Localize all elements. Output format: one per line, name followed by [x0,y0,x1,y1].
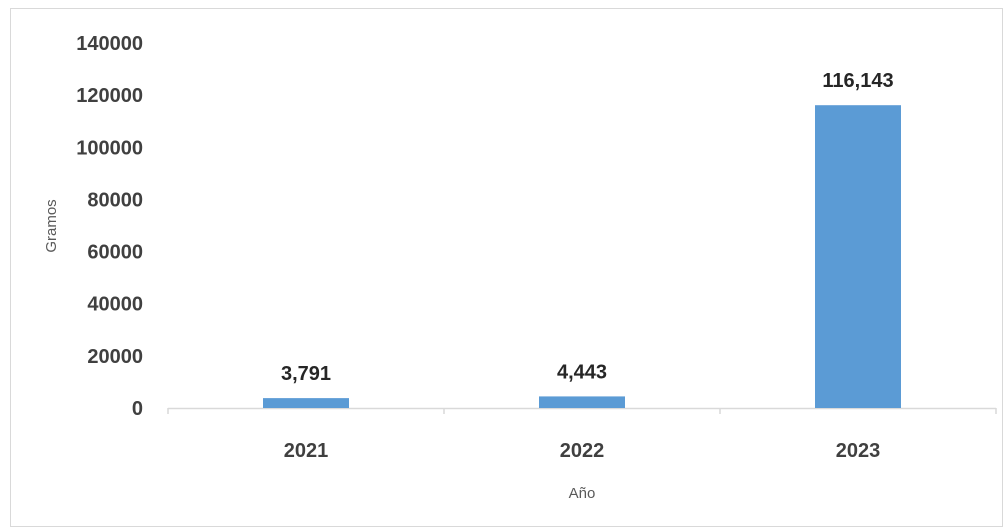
x-tick-label: 2023 [836,440,881,462]
x-tick-label: 2022 [560,440,605,462]
y-tick-label: 140000 [76,33,143,55]
data-label: 4,443 [557,361,607,383]
y-tick-label: 120000 [76,85,143,107]
y-tick-label: 100000 [76,137,143,159]
x-tick-label: 2021 [284,440,329,462]
data-label: 3,791 [281,363,331,385]
data-labels: 3,791 4,443 116,143 [281,70,894,385]
bar [815,105,901,408]
y-axis-title: Gramos [43,199,60,252]
data-label: 116,143 [822,70,893,92]
bar [539,396,625,408]
bar [263,398,349,408]
y-tick-label: 60000 [87,242,143,264]
y-tick-label: 80000 [87,189,143,211]
x-axis-title: Año [569,485,596,502]
y-tick-label: 0 [132,398,143,420]
y-tick-label: 20000 [87,346,143,368]
y-tick-label: 40000 [87,294,143,316]
y-axis-ticks: 0 20000 40000 60000 80000 100000 120000 140000 [76,33,143,420]
x-axis-labels: 2021 2022 2023 [284,440,881,462]
